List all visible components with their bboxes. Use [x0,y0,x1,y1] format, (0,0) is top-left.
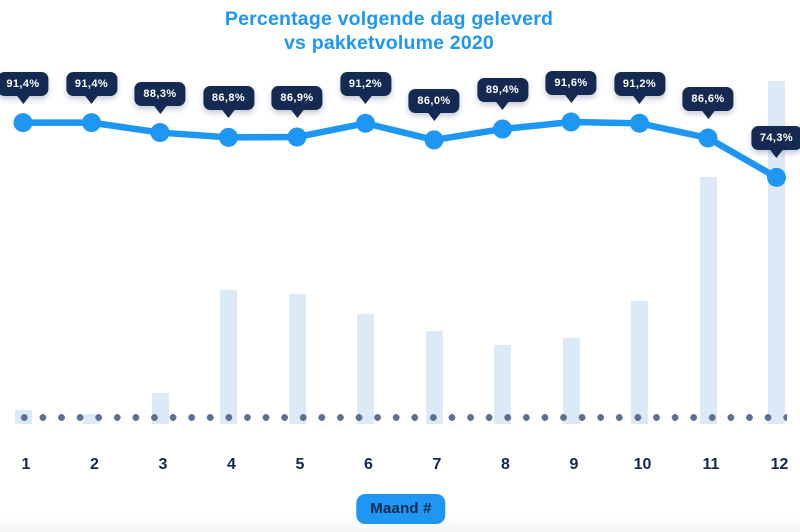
volume-bar-month-6 [357,314,374,424]
line-marker-month-2 [82,113,101,133]
value-label-month-8: 89,4% [476,78,529,103]
x-axis-label-5: 5 [295,456,305,473]
value-label-month-4: 86,8% [202,86,255,111]
line-marker-month-6 [356,113,375,133]
x-axis-label-1: 1 [21,456,31,473]
volume-bar-month-7 [425,331,443,424]
line-marker-month-5 [287,127,307,147]
volume-bar-month-12 [768,81,785,424]
value-label-month-11: 86,6% [682,87,734,111]
value-label-month-6: 91,2% [339,72,392,97]
volume-bar-month-11 [699,177,717,424]
x-axis-label-8: 8 [501,456,510,473]
value-label-month-9: 91,6% [545,71,597,95]
x-axis-label-3: 3 [158,456,168,473]
chart-title-line1: Percentage volgende dag geleverd [224,8,554,30]
line-path [19,118,780,181]
value-label-month-2: 91,4% [65,71,118,96]
chart-title: Percentage volgende dag geleverd vs pakk… [0,7,778,55]
line-marker-month-9 [561,112,581,132]
x-axis-label-6: 6 [364,456,373,473]
x-axis-title-pill: Maand # [356,494,446,524]
line-marker-month-8 [493,119,512,139]
x-axis-label-2: 2 [90,456,99,473]
chart-title-line2: vs pakketvolume 2020 [284,32,494,54]
x-axis-label-12: 12 [770,456,789,473]
x-axis-label-7: 7 [432,456,442,473]
bottom-edge-shade [0,518,800,532]
line-marker-month-12 [767,167,786,187]
value-label-month-7: 86,0% [408,88,460,113]
value-label-month-12: 74,3% [750,126,800,151]
value-label-month-5: 86,9% [271,86,323,111]
line-marker-month-10 [630,113,649,133]
line-marker-month-4 [219,127,238,147]
volume-bar-month-4 [220,290,237,424]
line-marker-month-3 [150,123,170,143]
value-label-month-10: 91,2% [613,72,666,97]
line-marker-month-1 [13,113,33,133]
line-marker-month-7 [424,130,444,150]
value-label-month-3: 88,3% [134,81,186,106]
line-marker-month-11 [698,128,718,148]
x-axis-label-11: 11 [702,456,720,473]
volume-bar-month-5 [288,293,306,424]
volume-bar-month-8 [494,345,511,424]
value-label-month-1: 91,4% [0,71,49,96]
x-axis-label-10: 10 [633,456,652,473]
baseline-dotted-line [15,413,787,422]
x-axis-label-9: 9 [569,456,579,473]
volume-bar-month-9 [562,338,580,424]
x-axis-label-4: 4 [227,456,236,473]
volume-bar-month-10 [631,300,648,424]
